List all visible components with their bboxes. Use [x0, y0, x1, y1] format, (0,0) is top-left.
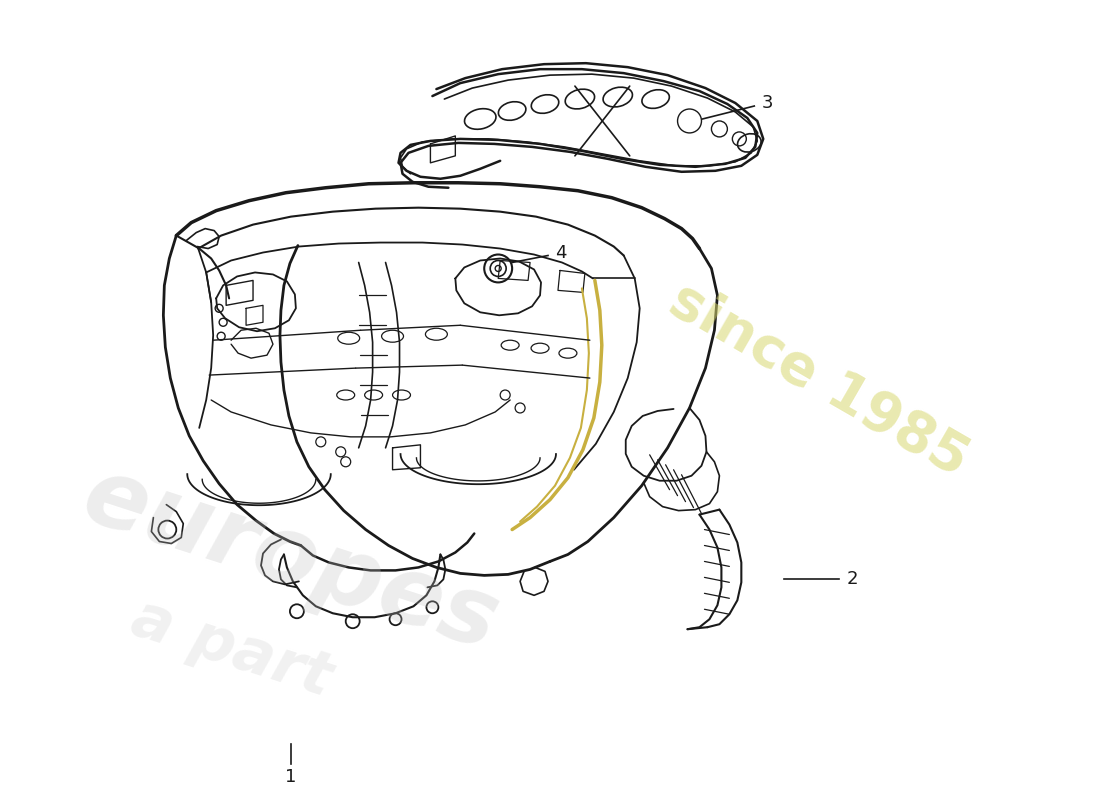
Text: 4: 4 — [556, 243, 566, 262]
Text: europes: europes — [72, 449, 510, 670]
Text: 2: 2 — [847, 570, 858, 588]
Text: 1: 1 — [285, 768, 297, 786]
Text: a part: a part — [123, 589, 339, 709]
Text: since 1985: since 1985 — [660, 273, 978, 487]
Text: 3: 3 — [761, 94, 773, 112]
